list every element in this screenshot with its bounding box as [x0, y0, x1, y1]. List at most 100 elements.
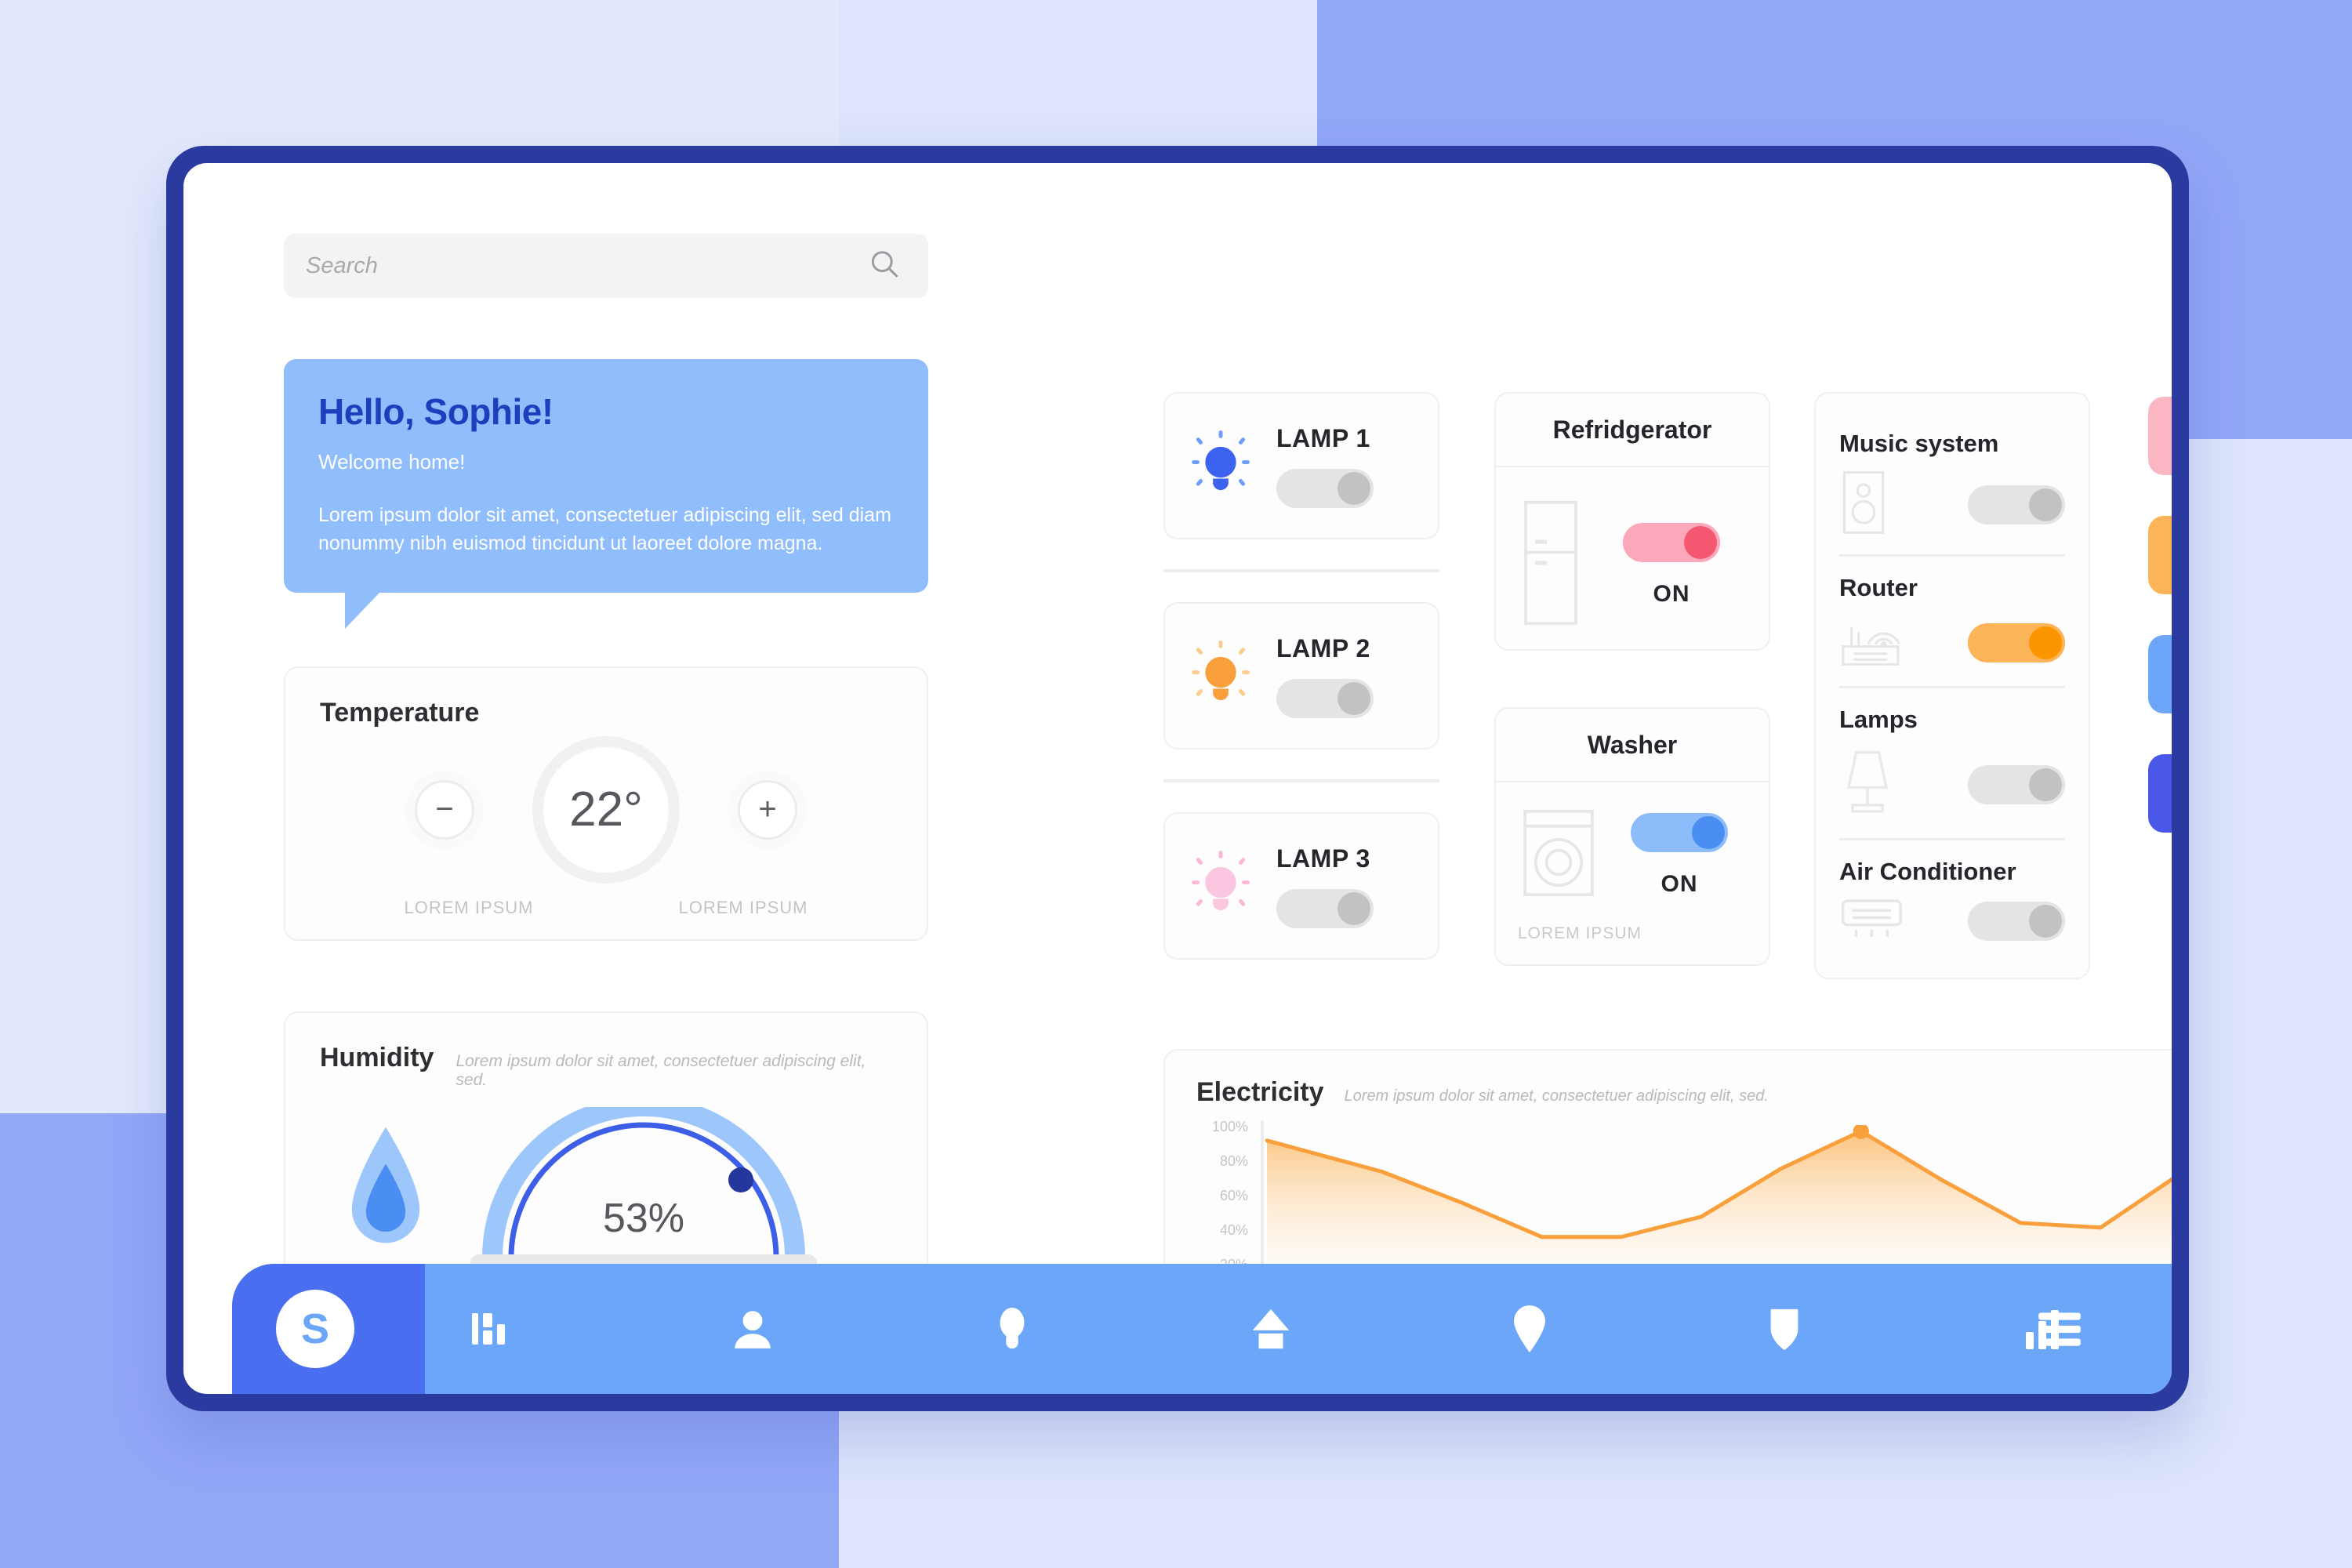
device-controls-router: [1839, 613, 2065, 672]
humidity-body: 53%: [320, 1095, 892, 1272]
device-name-lamps: Lamps: [1839, 706, 1918, 733]
lamp-1-toggle[interactable]: [1276, 468, 1374, 508]
appliance-column: Refridgerator ON Washer: [1494, 392, 1770, 966]
lightbulb-icon: [1192, 640, 1250, 712]
humidity-card: Humidity Lorem ipsum dolor sit amet, con…: [284, 1011, 928, 1287]
humidity-header: Humidity Lorem ipsum dolor sit amet, con…: [320, 1043, 892, 1090]
search-icon[interactable]: [867, 247, 902, 285]
speech-bubble-tail: [345, 590, 381, 629]
lamp-divider-1: [1163, 569, 1439, 572]
washer-card: Washer ON LOREM IPSUM: [1494, 707, 1770, 966]
temperature-caption-left: LOREM IPSUM: [404, 897, 534, 917]
temperature-value: 22°: [569, 782, 643, 837]
lamp-column: LAMP 1 LAMP 2: [1163, 392, 1439, 960]
device-row-music-system[interactable]: Music system: [1839, 412, 2065, 554]
y-tick-100: 100%: [1211, 1119, 1248, 1134]
refrigerator-title: Refridgerator: [1496, 394, 1769, 467]
washer-controls: ON: [1612, 812, 1747, 898]
device-row-air-conditioner[interactable]: Air Conditioner: [1839, 838, 2065, 959]
chart-header: Electricity Lorem ipsum dolor sit amet, …: [1196, 1077, 2172, 1108]
temperature-decrease-button[interactable]: −: [415, 779, 474, 840]
app-logo[interactable]: S: [276, 1290, 354, 1368]
refrigerator-card: Refridgerator ON: [1494, 392, 1770, 651]
device-row-lamps[interactable]: Lamps: [1839, 686, 2065, 838]
air-conditioner-toggle[interactable]: [1968, 901, 2065, 941]
toggle-knob: [1692, 815, 1725, 849]
toggle-knob: [2029, 768, 2062, 801]
temperature-captions: LOREM IPSUM LOREM IPSUM: [320, 898, 892, 918]
temperature-increase-button[interactable]: +: [738, 779, 797, 840]
humidity-gauge[interactable]: 53%: [470, 1095, 817, 1272]
device-controls-air-conditioner: [1839, 897, 2065, 945]
lamp-1-label: LAMP 1: [1276, 423, 1370, 452]
toggle-knob: [2029, 626, 2062, 659]
temperature-dial[interactable]: 22°: [532, 735, 680, 884]
refrigerator-toggle[interactable]: [1623, 522, 1720, 562]
lamp-3-toggle[interactable]: [1276, 888, 1374, 928]
router-toggle[interactable]: [1968, 622, 2065, 662]
location-pin-icon[interactable]: [1512, 1305, 1548, 1352]
lamp-2-info: LAMP 2: [1276, 634, 1411, 718]
lamp-card-2[interactable]: LAMP 2: [1163, 602, 1439, 750]
toggle-knob: [1338, 891, 1370, 925]
add-buttons-column: + + + +: [2148, 397, 2172, 833]
lamp-2-toggle[interactable]: [1276, 678, 1374, 718]
temperature-title: Temperature: [320, 697, 480, 728]
table-lamp-icon: [1839, 745, 1896, 824]
lightbulb-icon: [1192, 430, 1250, 502]
lightbulb-icon[interactable]: [994, 1306, 1030, 1352]
chart-subtitle: Lorem ipsum dolor sit amet, consectetuer…: [1344, 1087, 1769, 1105]
user-icon[interactable]: [730, 1306, 775, 1352]
music-system-toggle[interactable]: [1968, 485, 2065, 524]
toggle-knob: [1338, 471, 1370, 505]
toggle-knob: [2029, 488, 2062, 521]
home-icon[interactable]: [1249, 1306, 1293, 1352]
bottom-navigation-bar: S: [232, 1264, 2172, 1394]
welcome-title: Hello, Sophie!: [318, 391, 554, 432]
water-drop-icon: [343, 1119, 428, 1264]
washer-toggle[interactable]: [1631, 812, 1728, 852]
lamp-card-1[interactable]: LAMP 1: [1163, 392, 1439, 539]
lamp-divider-2: [1163, 779, 1439, 782]
toggle-knob: [1338, 681, 1370, 715]
toggle-knob: [2029, 904, 2062, 938]
device-name-air-conditioner: Air Conditioner: [1839, 858, 2016, 885]
chart-peak-marker: [1853, 1123, 1869, 1139]
add-device-blue-button[interactable]: +: [2148, 635, 2172, 713]
refrigerator-icon: [1518, 497, 1584, 633]
washer-state-label: ON: [1661, 870, 1698, 897]
device-name-music-system: Music system: [1839, 430, 1999, 457]
toggle-knob: [1684, 525, 1717, 559]
washer-footnote: LOREM IPSUM: [1518, 924, 1642, 942]
hamburger-menu-icon[interactable]: [2035, 1309, 2084, 1348]
lamp-card-3[interactable]: LAMP 3: [1163, 812, 1439, 960]
refrigerator-body: ON: [1496, 467, 1769, 653]
add-device-orange-button[interactable]: +: [2148, 516, 2172, 594]
humidity-gauge-handle: [728, 1167, 753, 1192]
air-conditioner-icon: [1839, 897, 1911, 945]
device-name-router: Router: [1839, 574, 1918, 601]
refrigerator-state-label: ON: [1653, 580, 1690, 607]
lamp-3-info: LAMP 3: [1276, 844, 1411, 928]
lamp-1-info: LAMP 1: [1276, 424, 1411, 508]
search-input[interactable]: Search: [306, 252, 378, 278]
y-tick-40: 40%: [1219, 1222, 1248, 1238]
lightbulb-icon: [1192, 850, 1250, 922]
left-column: Search Hello, Sophie! Welcome home! Lore…: [284, 234, 928, 1287]
washer-body: ON: [1496, 782, 1769, 924]
temperature-card: Temperature − 22° + LOREM IPSUM LOREM IP…: [284, 666, 928, 941]
device-controls-lamps: [1839, 745, 2065, 824]
add-device-pink-button[interactable]: +: [2148, 397, 2172, 475]
search-field[interactable]: Search: [284, 234, 928, 298]
nav-logo-pill: S: [232, 1264, 425, 1394]
router-icon: [1839, 613, 1911, 672]
add-device-indigo-button[interactable]: +: [2148, 754, 2172, 833]
lamps-toggle[interactable]: [1968, 764, 2065, 804]
washing-machine-icon: [1518, 806, 1599, 904]
device-row-router[interactable]: Router: [1839, 554, 2065, 686]
dashboard-icon[interactable]: [467, 1307, 511, 1351]
lamp-3-label: LAMP 3: [1276, 844, 1370, 873]
washer-title: Washer: [1496, 709, 1769, 782]
welcome-body-text: Lorem ipsum dolor sit amet, consectetuer…: [318, 504, 891, 555]
shield-icon[interactable]: [1766, 1306, 1802, 1352]
